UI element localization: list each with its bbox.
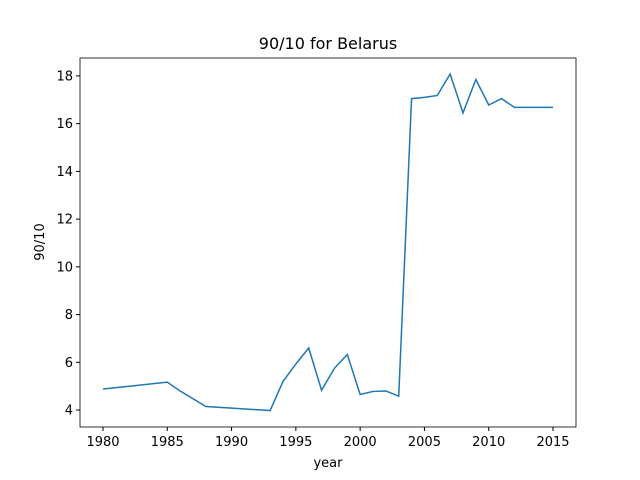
- y-tick-label: 8: [65, 308, 73, 323]
- y-tick-label: 18: [56, 69, 73, 84]
- y-tick-label: 4: [65, 404, 73, 419]
- x-tick-label: 2000: [344, 435, 377, 450]
- y-tick-label: 10: [56, 260, 73, 275]
- x-tick-label: 1985: [151, 435, 184, 450]
- x-tick-label: 1990: [215, 435, 248, 450]
- x-tick-label: 2015: [536, 435, 569, 450]
- data-line: [102, 72, 553, 412]
- y-axis-label: 90/10: [33, 223, 48, 260]
- x-tick-label: 2005: [408, 435, 441, 450]
- x-tick-label: 1995: [279, 435, 312, 450]
- x-axis-label: year: [313, 456, 343, 471]
- chart-title: 90/10 for Belarus: [259, 34, 397, 53]
- y-tick-label: 16: [56, 117, 73, 132]
- y-tick-label: 14: [56, 165, 73, 180]
- y-tick-label: 12: [56, 213, 73, 228]
- x-tick-label: 1980: [86, 435, 119, 450]
- plot-frame: [79, 57, 577, 428]
- x-tick-label: 2010: [472, 435, 505, 450]
- y-tick-label: 6: [65, 356, 73, 371]
